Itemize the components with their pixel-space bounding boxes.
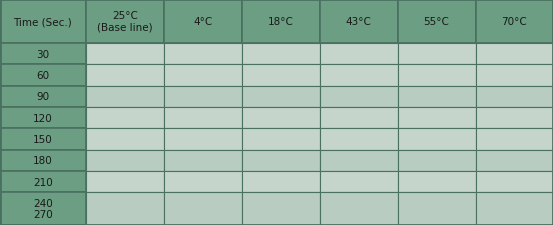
Bar: [86, 86, 164, 108]
Text: 18°C: 18°C: [268, 17, 294, 27]
Bar: [242, 0, 320, 44]
Bar: [0, 150, 86, 171]
Bar: [86, 65, 164, 86]
Bar: [242, 171, 320, 192]
Bar: [0, 192, 86, 225]
Bar: [476, 0, 553, 44]
Text: 120: 120: [33, 113, 53, 123]
Bar: [0, 171, 86, 192]
Bar: [398, 65, 476, 86]
Text: 180: 180: [33, 155, 53, 166]
Bar: [242, 86, 320, 108]
Bar: [476, 150, 553, 171]
Bar: [164, 129, 242, 150]
Bar: [320, 44, 398, 65]
Bar: [164, 0, 242, 44]
Bar: [164, 192, 242, 225]
Bar: [164, 86, 242, 108]
Bar: [86, 171, 164, 192]
Bar: [476, 86, 553, 108]
Bar: [86, 44, 164, 65]
Text: 70°C: 70°C: [502, 17, 527, 27]
Bar: [164, 108, 242, 129]
Bar: [86, 150, 164, 171]
Bar: [242, 108, 320, 129]
Bar: [320, 129, 398, 150]
Bar: [398, 86, 476, 108]
Bar: [164, 65, 242, 86]
Bar: [242, 44, 320, 65]
Bar: [320, 0, 398, 44]
Bar: [476, 108, 553, 129]
Bar: [476, 65, 553, 86]
Bar: [320, 150, 398, 171]
Text: 210: 210: [33, 177, 53, 187]
Bar: [0, 129, 86, 150]
Bar: [164, 44, 242, 65]
Bar: [242, 192, 320, 225]
Text: 43°C: 43°C: [346, 17, 372, 27]
Bar: [320, 65, 398, 86]
Bar: [320, 192, 398, 225]
Bar: [320, 171, 398, 192]
Bar: [242, 150, 320, 171]
Bar: [242, 65, 320, 86]
Bar: [0, 44, 86, 65]
Bar: [0, 65, 86, 86]
Bar: [320, 108, 398, 129]
Text: 55°C: 55°C: [424, 17, 450, 27]
Text: Time (Sec.): Time (Sec.): [13, 17, 72, 27]
Bar: [398, 108, 476, 129]
Bar: [476, 44, 553, 65]
Bar: [398, 171, 476, 192]
Bar: [164, 150, 242, 171]
Bar: [86, 108, 164, 129]
Bar: [476, 171, 553, 192]
Text: 4°C: 4°C: [193, 17, 212, 27]
Text: 60: 60: [36, 71, 49, 81]
Bar: [320, 86, 398, 108]
Bar: [0, 0, 86, 44]
Text: 25°C
(Base line): 25°C (Base line): [97, 11, 153, 33]
Bar: [398, 129, 476, 150]
Bar: [0, 108, 86, 129]
Bar: [398, 0, 476, 44]
Text: 150: 150: [33, 134, 53, 144]
Bar: [398, 192, 476, 225]
Text: 240
270: 240 270: [33, 198, 53, 219]
Bar: [398, 150, 476, 171]
Bar: [242, 129, 320, 150]
Bar: [86, 0, 164, 44]
Bar: [398, 44, 476, 65]
Text: 90: 90: [36, 92, 49, 102]
Bar: [164, 171, 242, 192]
Bar: [476, 129, 553, 150]
Bar: [86, 192, 164, 225]
Bar: [0, 86, 86, 108]
Text: 30: 30: [36, 50, 49, 59]
Bar: [86, 129, 164, 150]
Bar: [476, 192, 553, 225]
